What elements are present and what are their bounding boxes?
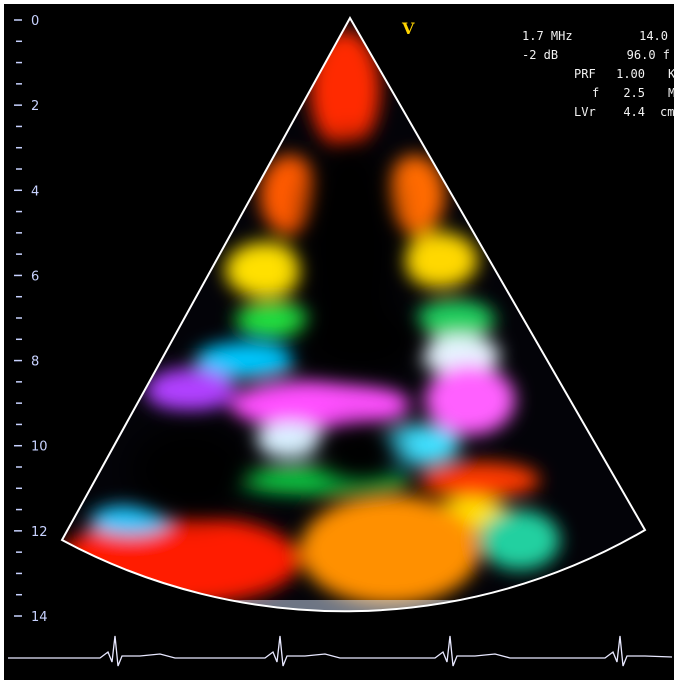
settings-panel: 1.7 MHz 14.0 -2 dB 96.0 f PRF 1.00 Kf 2.5 M LVr 4.… bbox=[522, 29, 676, 119]
depth-label: 10 bbox=[31, 440, 48, 455]
depth-label: 12 bbox=[31, 525, 48, 540]
setting-text: cm bbox=[660, 105, 674, 119]
depth-label: 6 bbox=[31, 269, 39, 284]
setting-text: K bbox=[668, 67, 676, 81]
setting-text: 4.4 bbox=[623, 105, 645, 119]
ecg-trace bbox=[8, 635, 673, 667]
setting-text: 1.7 MHz bbox=[522, 29, 573, 43]
setting-text: 1.00 bbox=[616, 67, 645, 81]
setting-text: LVr bbox=[574, 105, 596, 119]
depth-scale: 0 2 4 6 8 10 12 14 bbox=[14, 14, 48, 625]
orientation-marker: V bbox=[401, 19, 415, 38]
setting-text: 14.0 bbox=[639, 29, 668, 43]
sector-outline bbox=[60, 15, 647, 613]
depth-label: 14 bbox=[31, 610, 48, 625]
setting-text: 96.0 f bbox=[627, 48, 670, 62]
depth-label: 0 bbox=[31, 14, 39, 29]
depth-label: 2 bbox=[31, 99, 39, 114]
setting-text: M bbox=[668, 86, 675, 100]
setting-text: 2.5 bbox=[623, 86, 645, 100]
depth-label: 8 bbox=[31, 355, 39, 370]
setting-text: f bbox=[592, 86, 599, 100]
setting-text: -2 dB bbox=[522, 48, 558, 62]
depth-label: 4 bbox=[31, 184, 39, 199]
setting-text: PRF bbox=[574, 67, 596, 81]
